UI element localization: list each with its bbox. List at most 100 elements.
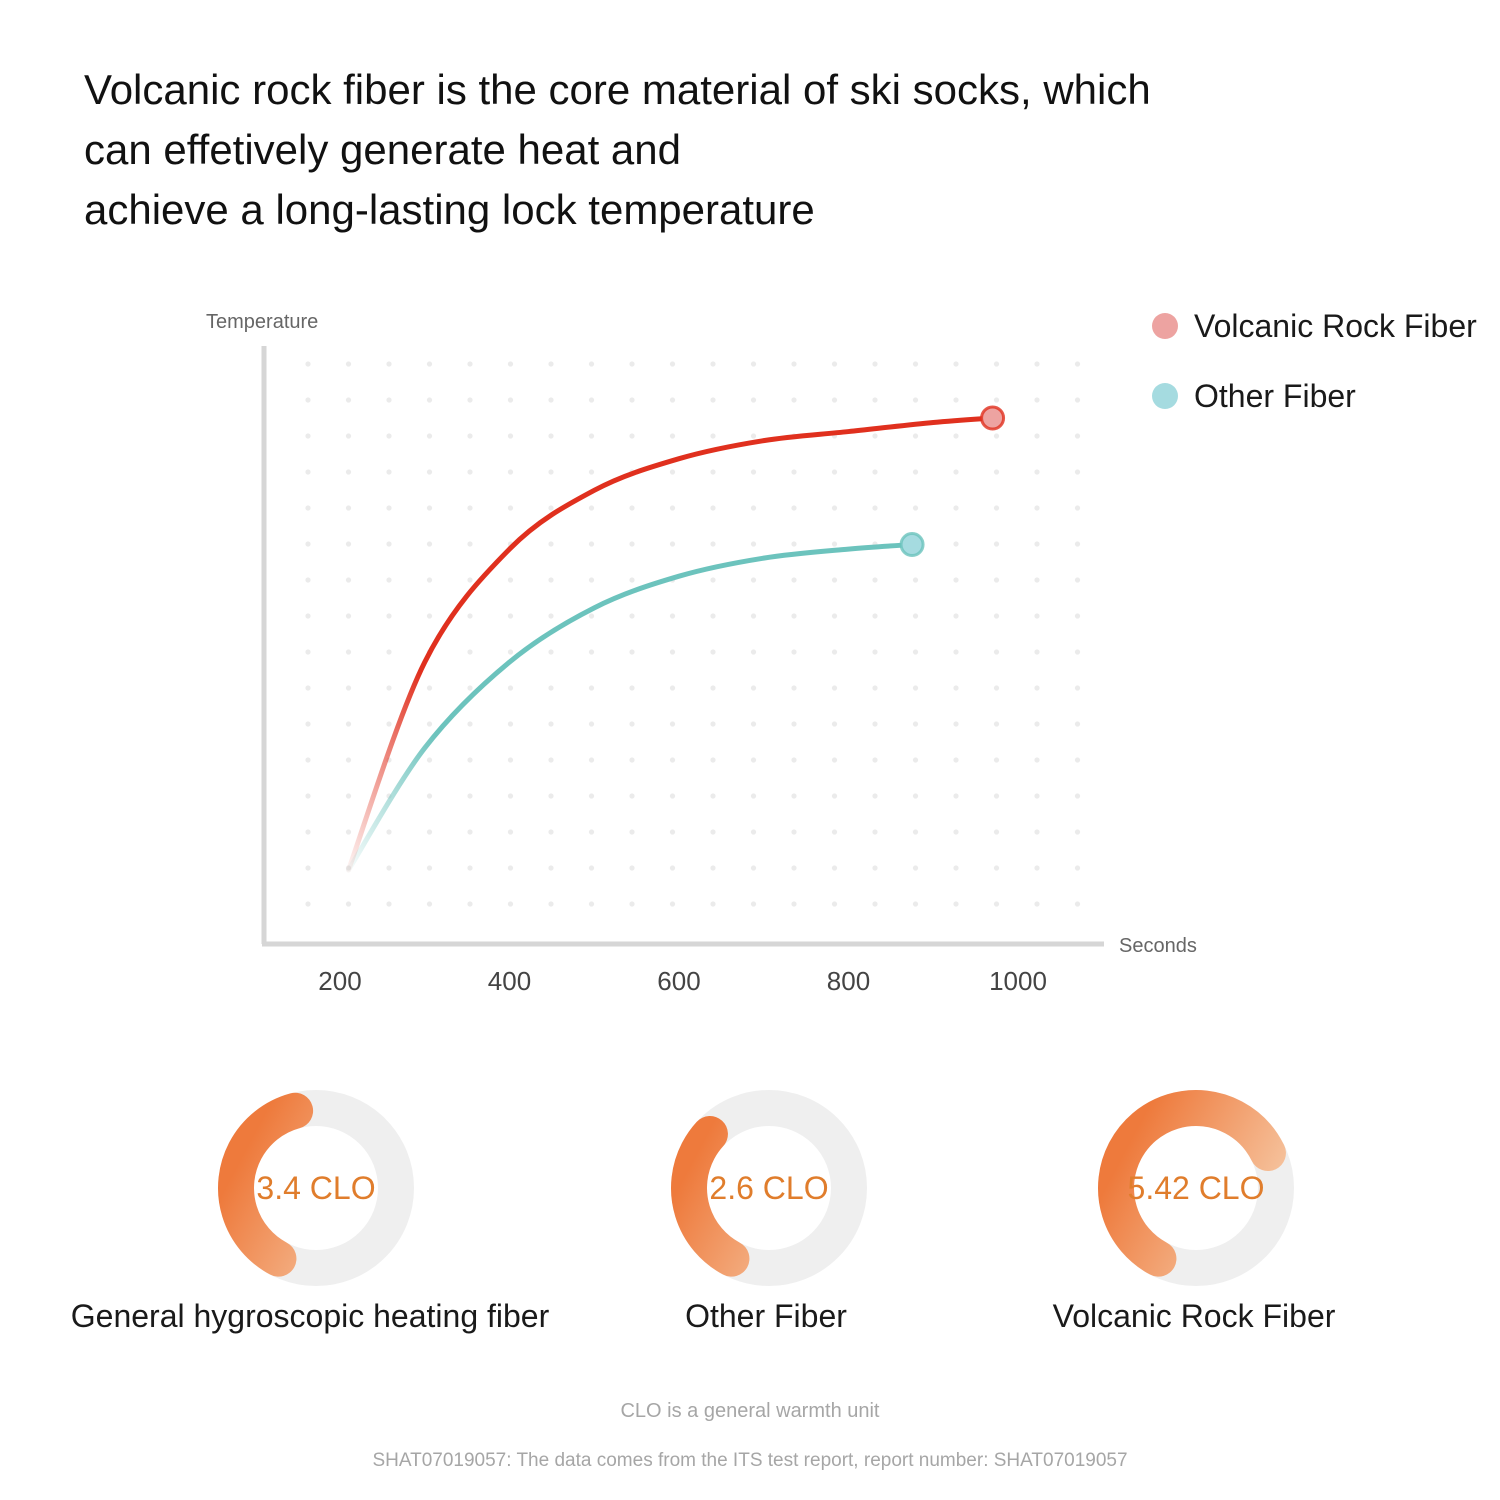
grid-dot — [791, 685, 797, 691]
grid-dot — [345, 685, 352, 691]
grid-dot — [467, 505, 473, 511]
grid-dot — [467, 469, 473, 475]
grid-dot — [507, 361, 514, 367]
clo-value-other: 2.6 CLO — [709, 1169, 829, 1206]
grid-dot — [1034, 829, 1040, 835]
clo-donut-other: 2.6 CLO — [669, 1088, 869, 1288]
grid-dot — [467, 577, 473, 583]
clo-label-volcanic: Volcanic Rock Fiber — [1052, 1298, 1336, 1334]
grid-dot — [831, 505, 838, 511]
grid-dot — [507, 433, 514, 439]
grid-dot — [750, 649, 757, 655]
grid-dot — [305, 757, 311, 763]
grid-dot — [629, 397, 635, 403]
grid-dot — [750, 829, 757, 835]
grid-dot — [791, 649, 797, 655]
grid-dot — [467, 829, 473, 835]
grid-dot — [1074, 613, 1081, 619]
grid-dot — [953, 757, 959, 763]
legend-item-volcanic: Volcanic Rock Fiber — [1152, 302, 1477, 350]
grid-dot — [386, 649, 392, 655]
grid-dot — [710, 577, 716, 583]
grid-dot — [831, 361, 838, 367]
grid-dot — [872, 433, 878, 439]
grid-dot — [507, 649, 514, 655]
x-axis-label: Seconds — [1119, 935, 1197, 957]
grid-dot — [426, 865, 433, 871]
grid-dot — [993, 361, 1000, 367]
grid-dot — [669, 361, 676, 367]
temperature-chart: Temperature Seconds 200 400 600 800 1000 — [206, 311, 1197, 996]
grid-dot — [912, 613, 919, 619]
grid-dot — [386, 361, 392, 367]
grid-dot — [912, 433, 919, 439]
grid-dot — [872, 613, 878, 619]
grid-dot — [629, 793, 635, 799]
grid-dot — [750, 361, 757, 367]
grid-dot — [345, 649, 352, 655]
grid-dot — [872, 685, 878, 691]
grid-dot — [1074, 361, 1081, 367]
grid-dot — [831, 613, 838, 619]
grid-dot — [305, 865, 311, 871]
grid-dot — [1034, 901, 1040, 907]
legend: Volcanic Rock Fiber Other Fiber — [1152, 302, 1477, 442]
grid-dot — [1034, 577, 1040, 583]
grid-dot — [791, 721, 797, 727]
grid-dot — [750, 685, 757, 691]
grid-dot — [872, 829, 878, 835]
grid-dot — [872, 361, 878, 367]
grid-dot — [426, 397, 433, 403]
x-tick-label: 400 — [488, 966, 531, 996]
headline-line-3: achieve a long-lasting lock temperature — [84, 186, 815, 233]
donut-arc — [671, 1090, 867, 1286]
x-tick-labels: 200 400 600 800 1000 — [318, 966, 1047, 996]
grid-dot — [791, 397, 797, 403]
grid-dot — [953, 829, 959, 835]
grid-dot — [386, 541, 392, 547]
x-tick-label: 800 — [827, 966, 870, 996]
grid-dot — [629, 433, 635, 439]
grid-dot — [345, 757, 352, 763]
grid-dot — [912, 469, 919, 475]
grid-dot — [710, 901, 716, 907]
donut-arc — [218, 1090, 414, 1286]
grid-dot — [548, 685, 554, 691]
grid-dot — [467, 721, 473, 727]
grid-dot — [507, 685, 514, 691]
x-tick-label: 200 — [318, 966, 361, 996]
grid-dot — [669, 397, 676, 403]
grid-dot — [588, 613, 595, 619]
grid-dot — [710, 793, 716, 799]
grid-dot — [305, 685, 311, 691]
grid-dot — [345, 613, 352, 619]
grid-dot — [507, 865, 514, 871]
source-note: SHAT07019057: The data comes from the IT… — [372, 1450, 1128, 1471]
grid-dot — [872, 649, 878, 655]
grid-dot — [953, 685, 959, 691]
grid-dot — [467, 613, 473, 619]
grid-dot — [548, 901, 554, 907]
grid-dot — [791, 829, 797, 835]
clo-donut-general: 3.4 CLO — [216, 1088, 416, 1288]
grid-dot — [1074, 685, 1081, 691]
grid-dot — [548, 649, 554, 655]
grid-dot — [386, 829, 392, 835]
grid-dot — [467, 433, 473, 439]
grid-dot — [953, 865, 959, 871]
grid-dot — [710, 469, 716, 475]
grid-dot — [872, 577, 878, 583]
grid-dot — [467, 685, 473, 691]
grid-dot — [548, 721, 554, 727]
grid-dot — [953, 541, 959, 547]
grid-dot — [548, 577, 554, 583]
x-tick-label: 600 — [657, 966, 700, 996]
grid-dot — [507, 793, 514, 799]
clo-label-other: Other Fiber — [685, 1298, 847, 1334]
grid-dot — [993, 685, 1000, 691]
grid-dot — [548, 865, 554, 871]
grid-dot — [669, 865, 676, 871]
grid-dot — [912, 361, 919, 367]
grid-dot — [305, 901, 311, 907]
grid-dot — [548, 793, 554, 799]
